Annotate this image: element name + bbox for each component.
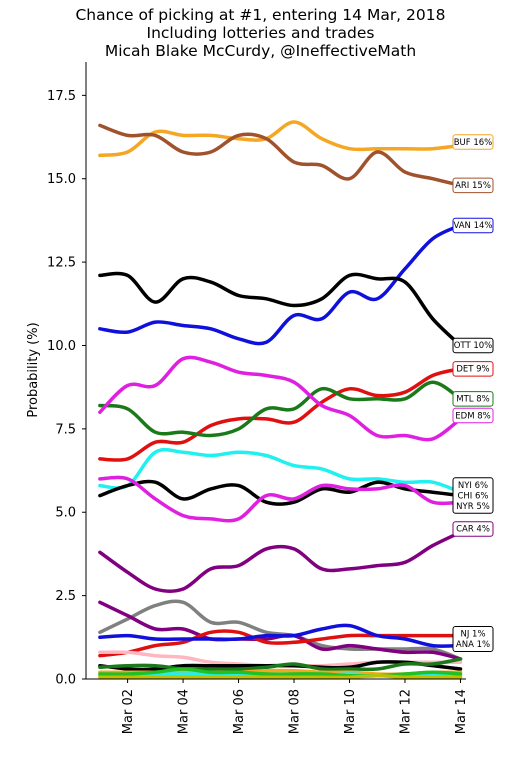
series-line-5	[98, 367, 463, 462]
end-label-box	[452, 477, 494, 514]
y-tick-label: 0.0	[55, 673, 76, 688]
series-line-22	[98, 673, 463, 680]
chart-title: Chance of picking at #1, entering 14 Mar…	[75, 6, 446, 24]
end-label: CAR 4%	[452, 521, 494, 537]
y-tick-label: 15.0	[47, 172, 76, 187]
end-label-text: CHI 6%	[457, 491, 488, 501]
x-tick-label: Mar 06	[232, 689, 247, 734]
series-line-7	[98, 355, 463, 442]
end-label: OTT 10%	[452, 337, 494, 354]
end-label-box	[452, 337, 494, 354]
y-ticks: 0.0 2.5 5.0 7.5 10.0 12.5 15.0 17.5	[47, 89, 86, 688]
series-line-1	[98, 120, 463, 158]
end-label-box	[452, 217, 494, 234]
x-ticks: Mar 02 Mar 04 Mar 06 Mar 08 Mar 10 Mar 12 Mar …	[121, 679, 469, 734]
end-label: ARI 15%	[452, 177, 494, 194]
end-label: BUF 16%	[452, 134, 494, 150]
end-label-text: DET 9%	[456, 365, 489, 375]
end-label: NJ 1%ANA 1%	[452, 626, 494, 652]
end-label-text: BUF 16%	[454, 138, 493, 148]
y-tick-label: 5.0	[55, 506, 76, 521]
series-line-8	[98, 447, 463, 494]
series-line-9	[98, 479, 463, 506]
series-layer	[98, 120, 463, 680]
x-tick-label: Mar 08	[288, 689, 303, 734]
end-label-text: ARI 15%	[455, 181, 491, 191]
end-label: NYI 6%CHI 6%NYR 5%	[452, 477, 494, 514]
x-tick-label: Mar 12	[398, 689, 413, 734]
end-label: MTL 8%	[452, 391, 494, 407]
series-line-4	[98, 271, 463, 348]
series-line-11	[98, 530, 463, 593]
end-label-box	[452, 134, 494, 150]
y-tick-label: 2.5	[55, 589, 76, 604]
series-line-15	[98, 623, 463, 648]
end-label-text: EDM 8%	[455, 411, 490, 421]
end-label-box	[452, 521, 494, 537]
series-line-2	[98, 123, 463, 188]
series-line-14	[98, 629, 463, 658]
end-label-text: MTL 8%	[456, 395, 489, 405]
x-tick-label: Mar 04	[177, 689, 192, 734]
y-tick-label: 7.5	[55, 422, 76, 437]
y-tick-label: 17.5	[47, 89, 76, 104]
series-line-6	[98, 380, 463, 438]
end-label-box	[452, 391, 494, 407]
end-label-text: NYI 6%	[458, 481, 488, 491]
end-label-text: NJ 1%	[460, 630, 485, 640]
series-line-3	[98, 223, 463, 346]
x-tick-label: Mar 14	[454, 689, 469, 734]
series-line-12	[98, 599, 463, 661]
end-label-text: OTT 10%	[454, 341, 493, 351]
x-tick-label: Mar 02	[121, 689, 136, 734]
axes-layer	[85, 62, 466, 680]
series-line-10	[98, 475, 463, 523]
end-label-box	[452, 177, 494, 194]
end-labels: BUF 16% ARI 15% VAN 14% OTT 10% DET 9% MTL 8%…	[452, 134, 494, 652]
end-label-text: CAR 4%	[456, 525, 490, 535]
end-label: EDM 8%	[452, 407, 494, 424]
end-label-box	[452, 626, 494, 652]
end-label-text: NYR 5%	[456, 502, 490, 512]
chart-credit: Micah Blake McCurdy, @IneffectiveMath	[104, 42, 417, 60]
end-label: DET 9%	[452, 361, 494, 377]
y-axis-label: Probability (%)	[26, 322, 41, 417]
end-label-text: VAN 14%	[453, 221, 492, 231]
x-tick-label: Mar 10	[343, 689, 358, 734]
end-label: VAN 14%	[452, 217, 494, 234]
series-line-18	[98, 657, 463, 672]
end-label-text: ANA 1%	[456, 640, 490, 650]
chart-subtitle: Including lotteries and trades	[146, 24, 375, 42]
y-tick-label: 12.5	[47, 256, 76, 271]
y-tick-label: 10.0	[47, 339, 76, 354]
series-line-21	[98, 667, 463, 678]
end-label-box	[452, 407, 494, 424]
end-label-box	[452, 361, 494, 377]
